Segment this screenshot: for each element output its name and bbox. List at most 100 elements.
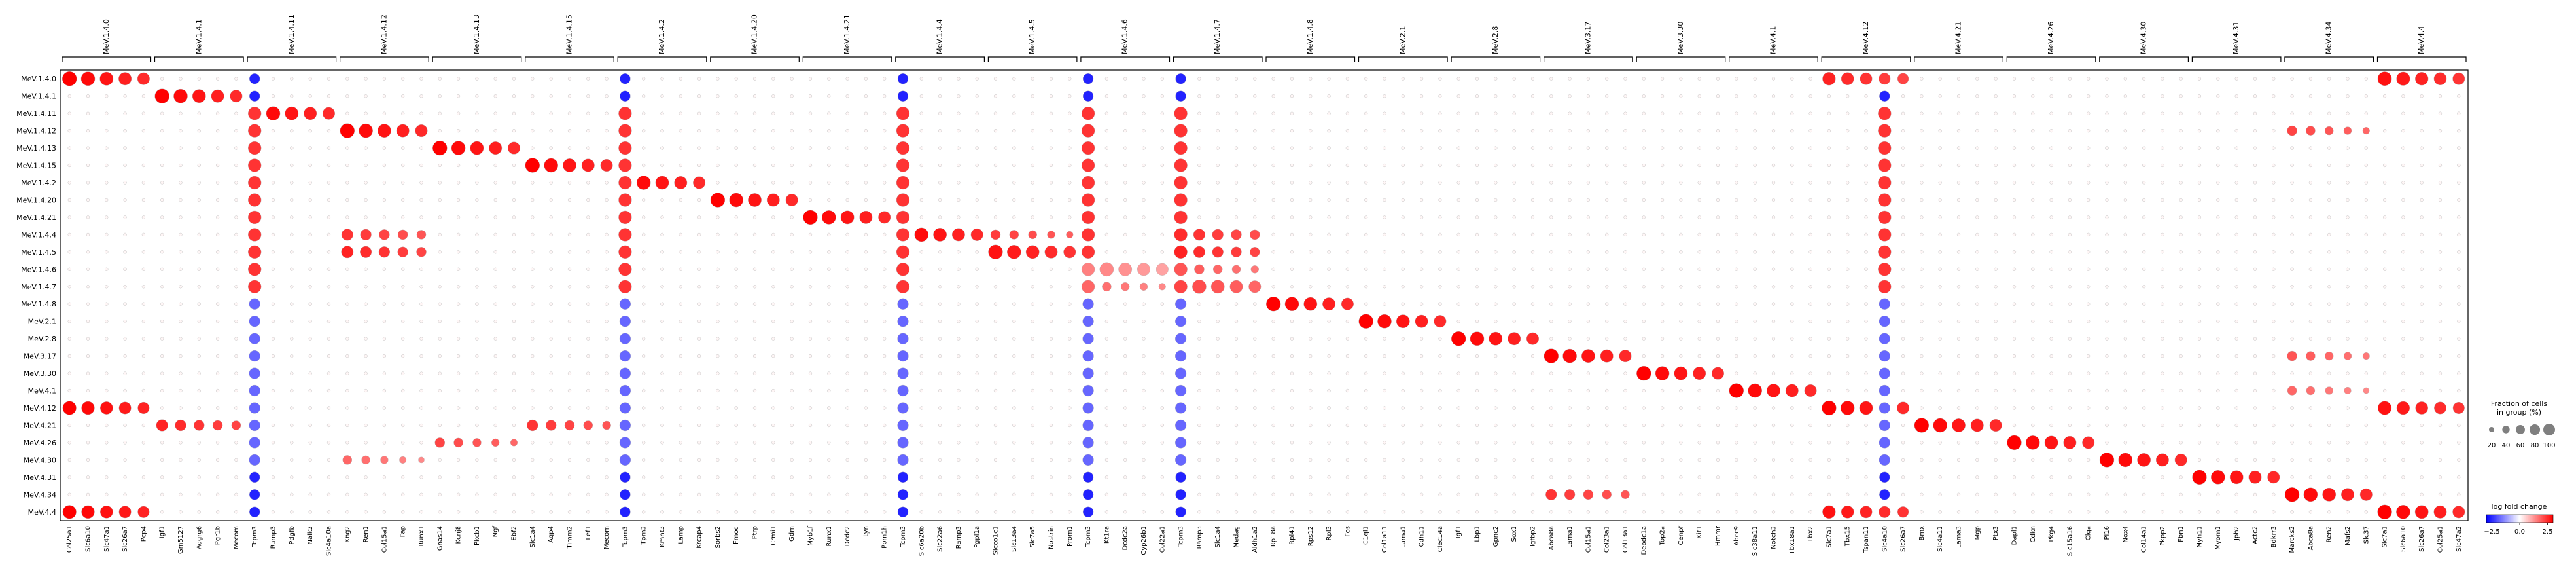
group-label: MeV.1.4.11 xyxy=(287,14,296,54)
dot-MeV.1.4.7-Bdkrr3 xyxy=(2272,285,2276,289)
dot-MeV.1.4.1-Gnas14 xyxy=(438,94,442,98)
dot-MeV.2.1-Slc26a7 xyxy=(123,320,127,323)
dot-MeV.1.4.13-Slc4a10a xyxy=(326,146,331,150)
dot-MeV.1.4.5-Ren2 xyxy=(2327,250,2331,254)
row-label: MeV.3.30 xyxy=(24,369,56,378)
dot-MeV.1.4.12-Gdm xyxy=(790,129,794,133)
dot-MeV.1.4.1-Clqa xyxy=(2087,94,2091,98)
dot-MeV.2.8-Slc6a20b xyxy=(919,337,923,341)
dot-MeV.1.4.1-Nalk2 xyxy=(308,94,312,98)
dot-MeV.4.30-Kng2 xyxy=(342,455,353,465)
dot-MeV.1.4.5-Fos xyxy=(1345,250,1349,254)
dot-MeV.1.4.21-Timm2 xyxy=(567,215,572,219)
dot-MeV.1.4.4-Slc15a16 xyxy=(2068,232,2072,236)
gene-label: Ptx3 xyxy=(1992,526,2000,540)
gene-label: Abca8a xyxy=(2307,526,2314,550)
dot-MeV.1.4.6-Bdkrr3 xyxy=(2272,267,2276,271)
dot-MeV.1.4.13-Hmmr xyxy=(1716,146,1720,150)
dot-MeV.2.1-Tcpm3 xyxy=(619,316,631,327)
dot-MeV.1.4.20-Col23a1 xyxy=(1605,198,1609,202)
dot-MeV.1.4.0-Slc4a10 xyxy=(1879,73,1891,85)
gene-label: Col23a1 xyxy=(1604,526,1611,553)
dot-MeV.1.4.8-Pl16 xyxy=(2105,302,2109,306)
gene-label: Timm2 xyxy=(567,526,574,549)
dot-MeV.1.4.0-Actc2 xyxy=(2253,77,2257,81)
dot-MeV.1.4.15-Abca8a xyxy=(2308,163,2312,168)
dot-MeV.4.34-Gm5127 xyxy=(179,492,183,496)
dot-MeV.1.4.6-Slc26a7 xyxy=(123,267,127,271)
dot-MeV.1.4.7-Slc1a4 xyxy=(531,285,535,289)
dot-MeV.1.4.2-Col13a1 xyxy=(1623,181,1627,185)
dot-MeV.1.4.7-Mafs2 xyxy=(2346,285,2350,289)
dot-MeV.1.4.0-Slc47a2 xyxy=(2452,72,2465,85)
dot-MeV.1.4.0-Gnas14 xyxy=(438,77,442,81)
dot-MeV.2.8-Crmi1 xyxy=(771,337,775,341)
dot-MeV.4.12-Gdm xyxy=(790,406,794,410)
dot-MeV.1.4.8-Lama1 xyxy=(1401,302,1405,306)
dot-MeV.2.1-Lamp xyxy=(679,320,682,323)
dot-MeV.1.4.11-Slc6a10 xyxy=(2401,111,2405,115)
dot-MeV.1.4.5-Pcp4 xyxy=(141,250,145,254)
dot-MeV.3.17-Col25a1 xyxy=(67,354,71,358)
dot-MeV.1.4.1-Top2a xyxy=(1661,94,1665,98)
dot-MeV.1.4.5-Clec14a xyxy=(1438,250,1442,254)
dot-MeV.1.4.6-Adgrg6 xyxy=(197,267,201,271)
dot-MeV.4.4-Slc15a16 xyxy=(2068,510,2072,514)
dot-MeV.1.4.21-Kt1ra xyxy=(1104,215,1108,219)
dot-MeV.4.34-Col23a1 xyxy=(1602,490,1612,500)
dot-MeV.4.21-Gm5127 xyxy=(175,419,186,432)
dot-MeV.1.4.15-Tspan11 xyxy=(1864,163,1868,168)
dot-MeV.3.30-Top2a xyxy=(1655,366,1670,380)
dot-MeV.1.4.5-Crmi1 xyxy=(771,250,775,254)
dot-MeV.1.4.0-Slc26a7 xyxy=(1897,73,1909,84)
dot-MeV.3.30-Tpm3 xyxy=(642,371,646,375)
dot-MeV.1.4.6-Lama1 xyxy=(1568,267,1572,271)
dot-MeV.1.4.11-Tbx2 xyxy=(1808,111,1812,115)
dot-MeV.4.1-Actc2 xyxy=(2253,388,2257,393)
dot-MeV.1.4.7-Aldh1a2 xyxy=(1248,280,1262,293)
dot-MeV.1.4.1-Col25a1 xyxy=(2438,94,2443,98)
dot-MeV.2.8-Igfbp2 xyxy=(1526,332,1539,345)
dot-MeV.2.8-Marcks2 xyxy=(2290,337,2294,341)
dot-MeV.4.1-Cdkn xyxy=(2031,388,2035,393)
dot-MeV.1.4.0-Slcco1c1 xyxy=(993,77,998,81)
dot-MeV.1.4.2-Pcp4 xyxy=(141,181,145,185)
dot-MeV.4.30-Pgr1b xyxy=(216,458,220,462)
gene-label: Tcpm3 xyxy=(622,526,629,547)
dot-MeV.1.4.5-Kmnt3 xyxy=(660,250,664,254)
dot-MeV.4.31-C1ql1 xyxy=(1364,475,1368,479)
dot-MeV.1.4.12-Kcnj8 xyxy=(457,129,461,133)
dot-MeV.2.1-Slc47a1 xyxy=(105,320,109,323)
dot-MeV.2.1-Col25a1 xyxy=(67,320,71,323)
dot-MeV.4.30-Myom1 xyxy=(2216,458,2220,462)
dot-MeV.4.26-Igfbp2 xyxy=(1530,441,1535,445)
dot-MeV.4.26-Gm5127 xyxy=(179,441,183,445)
dot-MeV.4.34-Slc37 xyxy=(2359,488,2373,501)
dot-MeV.1.4.11-Runx1 xyxy=(827,111,831,115)
dot-MeV.4.30-Adgrg6 xyxy=(197,458,201,462)
dot-MeV.3.30-Tbx18a1 xyxy=(1790,371,1794,375)
dot-MeV.4.4-Ebf2 xyxy=(512,510,516,514)
dot-MeV.4.34-Tcpm3 xyxy=(897,489,909,500)
dot-MeV.4.31-Nox4 xyxy=(2123,475,2127,479)
dot-MeV.3.30-C1ql1 xyxy=(1364,371,1368,375)
gene-label: Ren2 xyxy=(2326,526,2333,542)
dot-MeV.1.4.8-Gdm xyxy=(790,302,794,306)
dot-MeV.4.21-Runx1 xyxy=(827,423,831,428)
dot-MeV.1.4.2-Runx1 xyxy=(827,181,831,185)
dot-MeV.4.4-Tbx2 xyxy=(1808,510,1812,514)
dot-MeV.4.34-Pgpl1a xyxy=(975,492,979,496)
dot-MeV.4.4-Cyp26b1 xyxy=(1142,510,1146,514)
dot-MeV.1.4.13-Ppm1h xyxy=(883,146,887,150)
dot-MeV.1.4.15-Hmmr xyxy=(1716,163,1720,168)
dot-MeV.2.8-Slc22a6 xyxy=(938,337,942,341)
dot-MeV.1.4.4-Fbn1 xyxy=(2179,232,2183,236)
gene-label: Lama1 xyxy=(1400,526,1407,548)
dot-MeV.1.4.15-Lama1 xyxy=(1401,163,1405,168)
dot-MeV.1.4.21-Clec14a xyxy=(1438,215,1442,219)
gene-label: Gm5127 xyxy=(177,526,185,554)
dot-MeV.3.30-Tbx2 xyxy=(1808,371,1812,375)
dot-MeV.1.4.15-Runx1 xyxy=(419,163,423,168)
dot-MeV.1.4.15-Cdh11 xyxy=(1420,163,1424,168)
dot-MeV.1.4.15-Dcdc2a xyxy=(1123,163,1127,168)
